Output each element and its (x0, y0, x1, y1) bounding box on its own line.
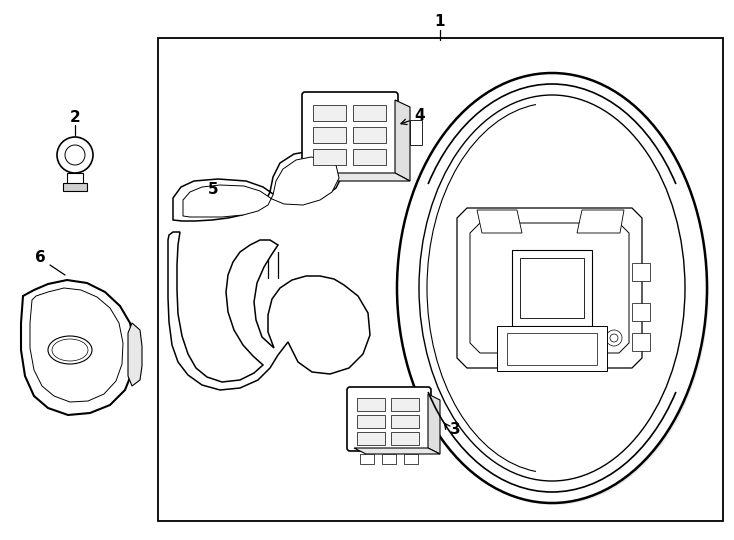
Circle shape (606, 330, 622, 346)
Circle shape (610, 334, 618, 342)
Bar (353, 127, 386, 143)
Text: 5: 5 (208, 183, 218, 198)
Text: 2: 2 (70, 111, 81, 125)
Bar (404, 454, 418, 464)
Bar (313, 149, 346, 165)
Polygon shape (128, 323, 142, 386)
Bar (632, 303, 650, 321)
Polygon shape (428, 394, 440, 454)
Text: 3: 3 (450, 422, 460, 437)
Bar (353, 105, 386, 121)
Bar (357, 415, 385, 428)
Polygon shape (457, 208, 642, 368)
Bar (360, 454, 374, 464)
Bar (357, 398, 385, 411)
Bar (391, 398, 419, 411)
Polygon shape (354, 448, 440, 454)
Polygon shape (168, 232, 370, 390)
FancyBboxPatch shape (347, 387, 431, 451)
Bar (353, 149, 386, 165)
Polygon shape (470, 223, 629, 353)
Polygon shape (21, 280, 135, 415)
Bar (512, 250, 592, 326)
Text: 1: 1 (435, 15, 446, 30)
Text: 4: 4 (415, 107, 425, 123)
Circle shape (57, 137, 93, 173)
Bar (391, 432, 419, 445)
Bar (632, 333, 650, 351)
FancyBboxPatch shape (302, 92, 398, 176)
Ellipse shape (397, 73, 707, 503)
Polygon shape (30, 288, 123, 402)
Bar (67, 173, 83, 185)
Ellipse shape (48, 336, 92, 364)
Bar (507, 333, 597, 365)
Bar (313, 127, 346, 143)
Bar (410, 120, 422, 145)
Polygon shape (310, 173, 410, 181)
Bar (159, 39, 722, 520)
Bar (520, 258, 584, 318)
Bar (158, 38, 723, 521)
Bar (357, 432, 385, 445)
Polygon shape (395, 100, 410, 181)
Ellipse shape (399, 75, 709, 505)
Bar (497, 326, 607, 371)
Text: 6: 6 (34, 251, 46, 266)
Ellipse shape (419, 95, 685, 481)
Bar (63, 183, 87, 191)
Bar (632, 263, 650, 281)
Bar (313, 105, 346, 121)
Polygon shape (173, 151, 343, 221)
Bar (382, 454, 396, 464)
Circle shape (65, 145, 85, 165)
Ellipse shape (52, 339, 88, 361)
Polygon shape (477, 210, 522, 233)
Polygon shape (183, 157, 339, 217)
Polygon shape (577, 210, 624, 233)
Bar (391, 415, 419, 428)
